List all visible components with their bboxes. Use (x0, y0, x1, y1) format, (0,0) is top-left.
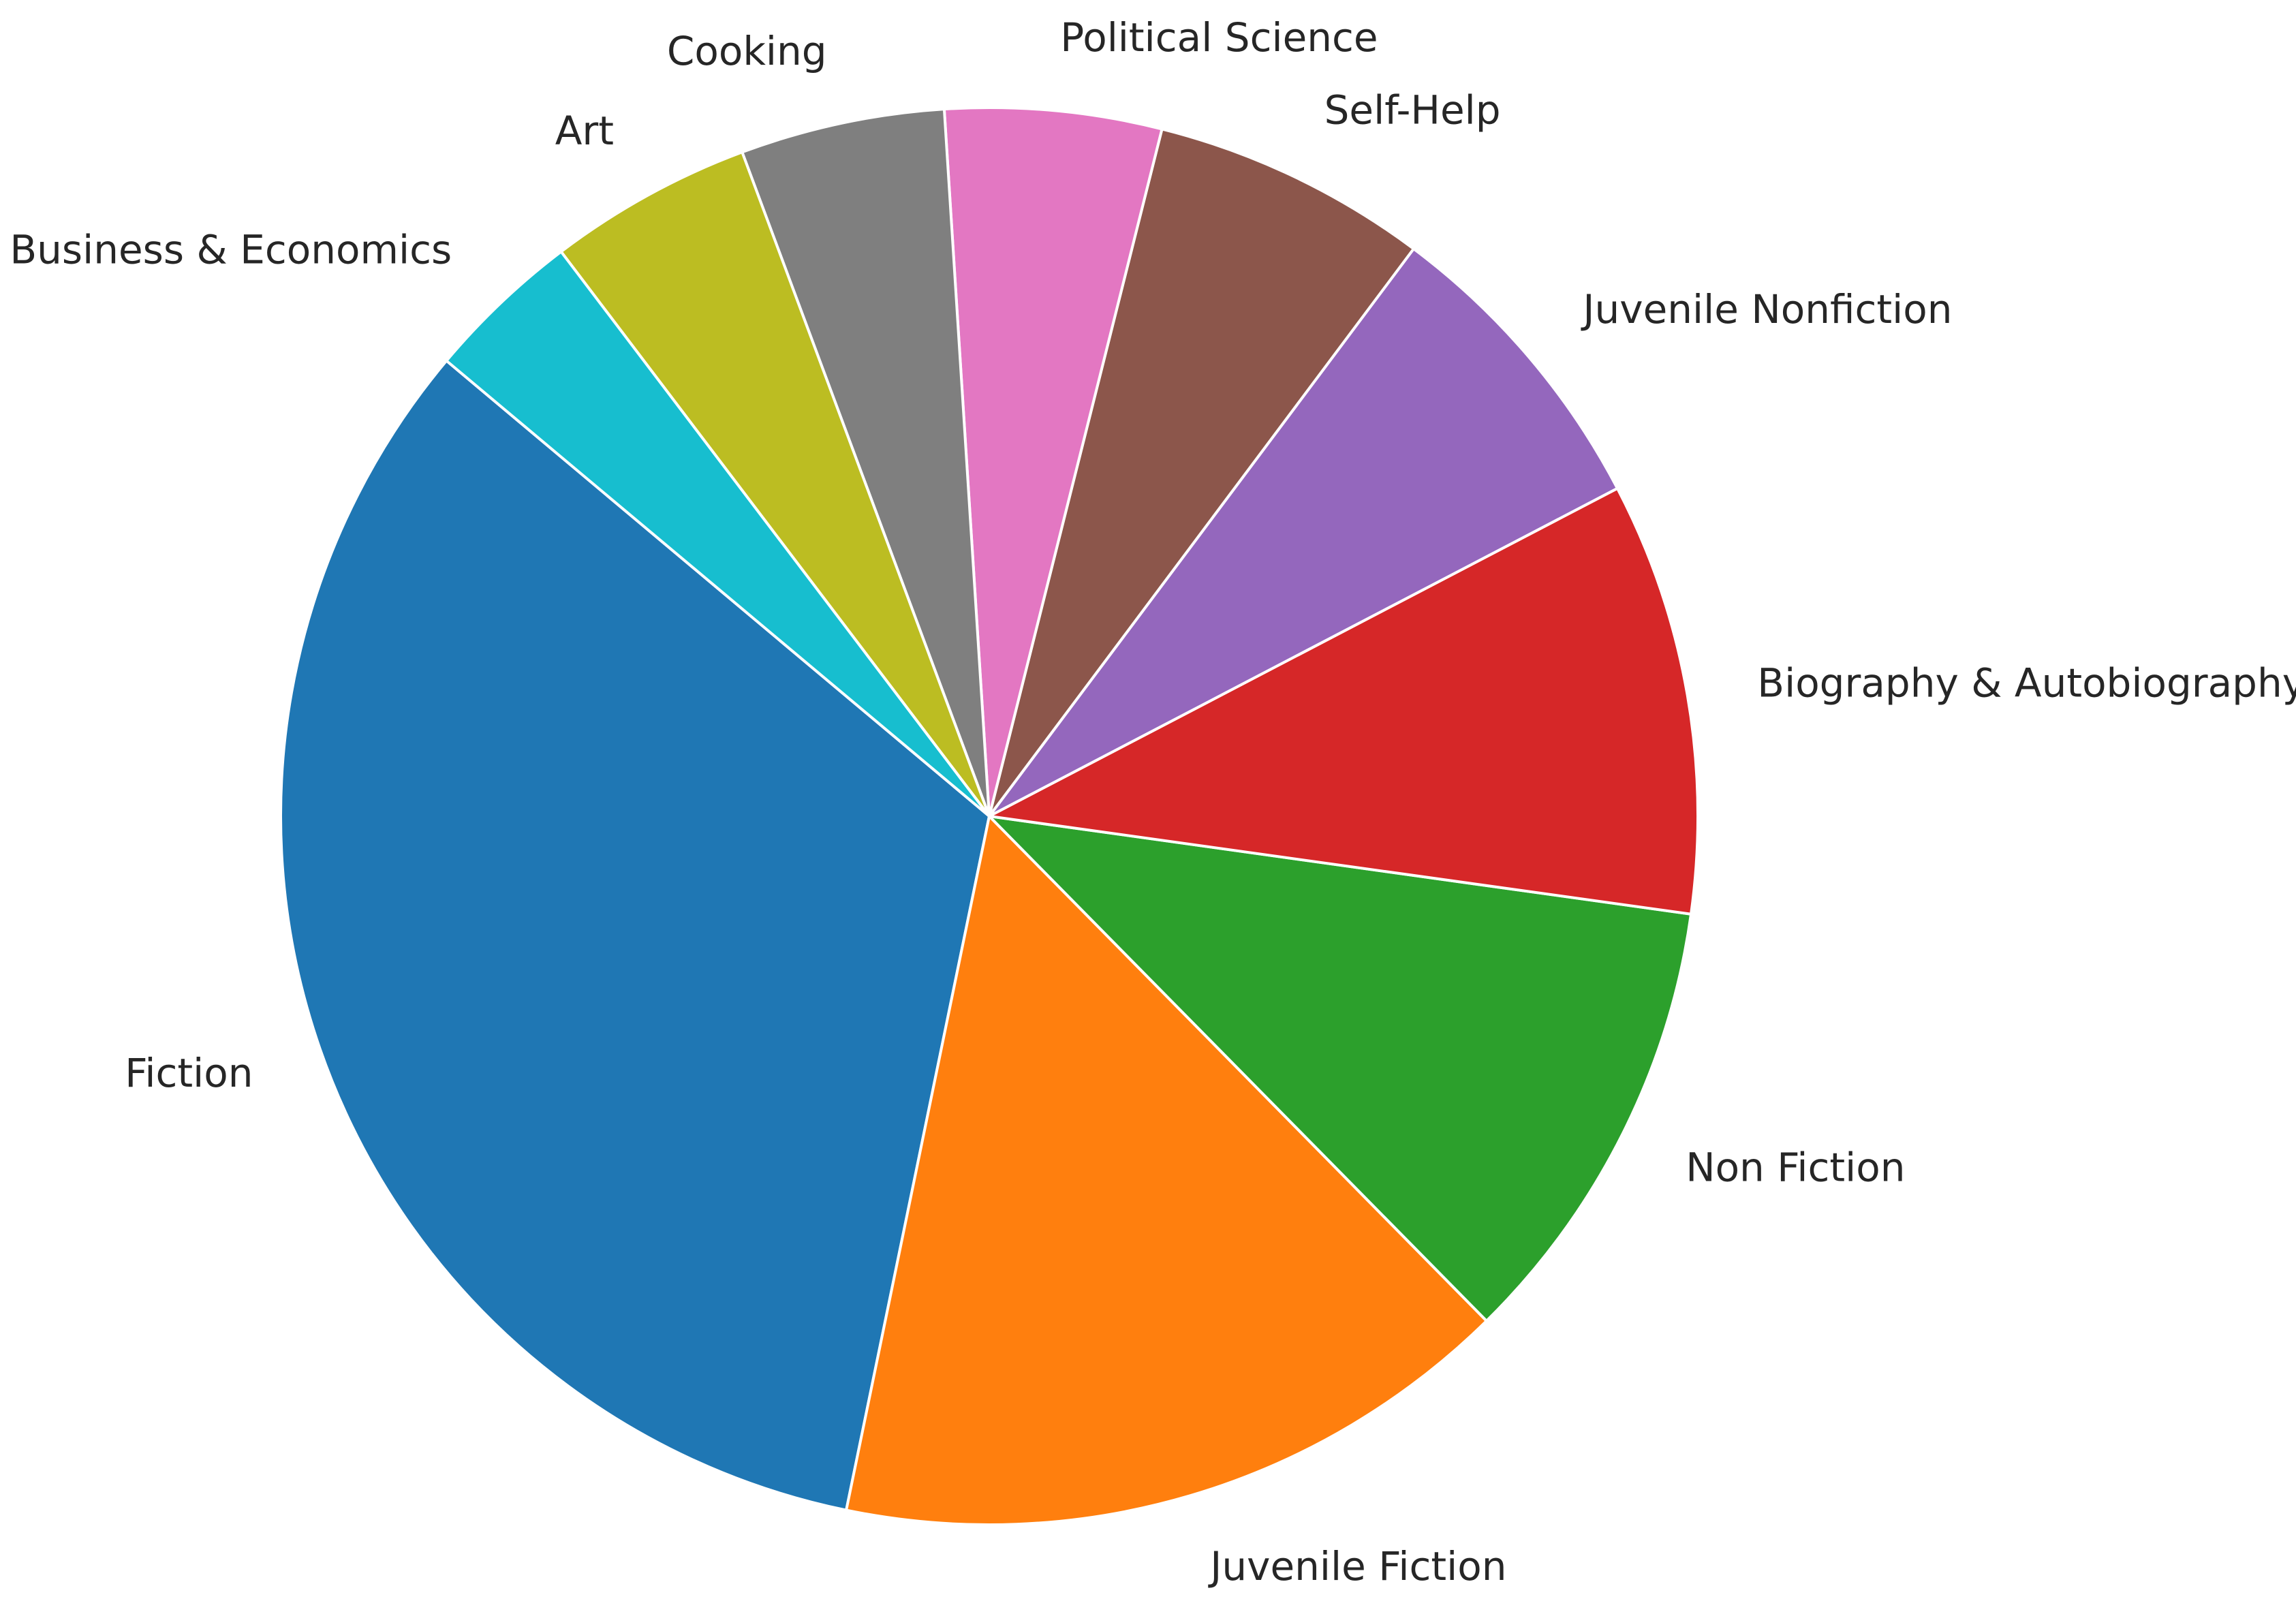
pie-label-art: Art (555, 108, 614, 154)
pie-slice-juvenile-fiction (845, 815, 1488, 1526)
pie-wedges (279, 106, 1699, 1526)
pie-label-juvenile-fiction: Juvenile Fiction (1208, 1543, 1506, 1589)
pie-labels: Fiction Juvenile Fiction Non Fiction Biogra… (10, 14, 2296, 1589)
pie-slice-self-help (988, 127, 1415, 818)
pie-label-non-fiction: Non Fiction (1686, 1145, 1905, 1191)
pie-slice-biography-and-autobiography (988, 486, 1699, 916)
pie-label-fiction: Fiction (125, 1050, 253, 1096)
pie-slice-political-science (942, 106, 1164, 818)
pie-label-self-help: Self-Help (1324, 87, 1501, 133)
pie-slice-fiction (279, 359, 991, 1512)
pie-label-political-science: Political Science (1060, 14, 1378, 61)
pie-slice-business-and-economics (445, 250, 991, 818)
pie-label-biography-and-autobiography: Biography & Autobiography (1757, 659, 2296, 706)
pie-slice-non-fiction (988, 815, 1693, 1322)
pie-label-business-and-economics: Business & Economics (10, 227, 452, 273)
pie-slice-juvenile-nonfiction (988, 247, 1619, 818)
pie-label-juvenile-nonfiction: Juvenile Nonfiction (1581, 286, 1952, 332)
pie-label-cooking: Cooking (667, 28, 827, 74)
pie-slice-art (559, 151, 991, 818)
pie-slice-cooking (741, 108, 991, 818)
